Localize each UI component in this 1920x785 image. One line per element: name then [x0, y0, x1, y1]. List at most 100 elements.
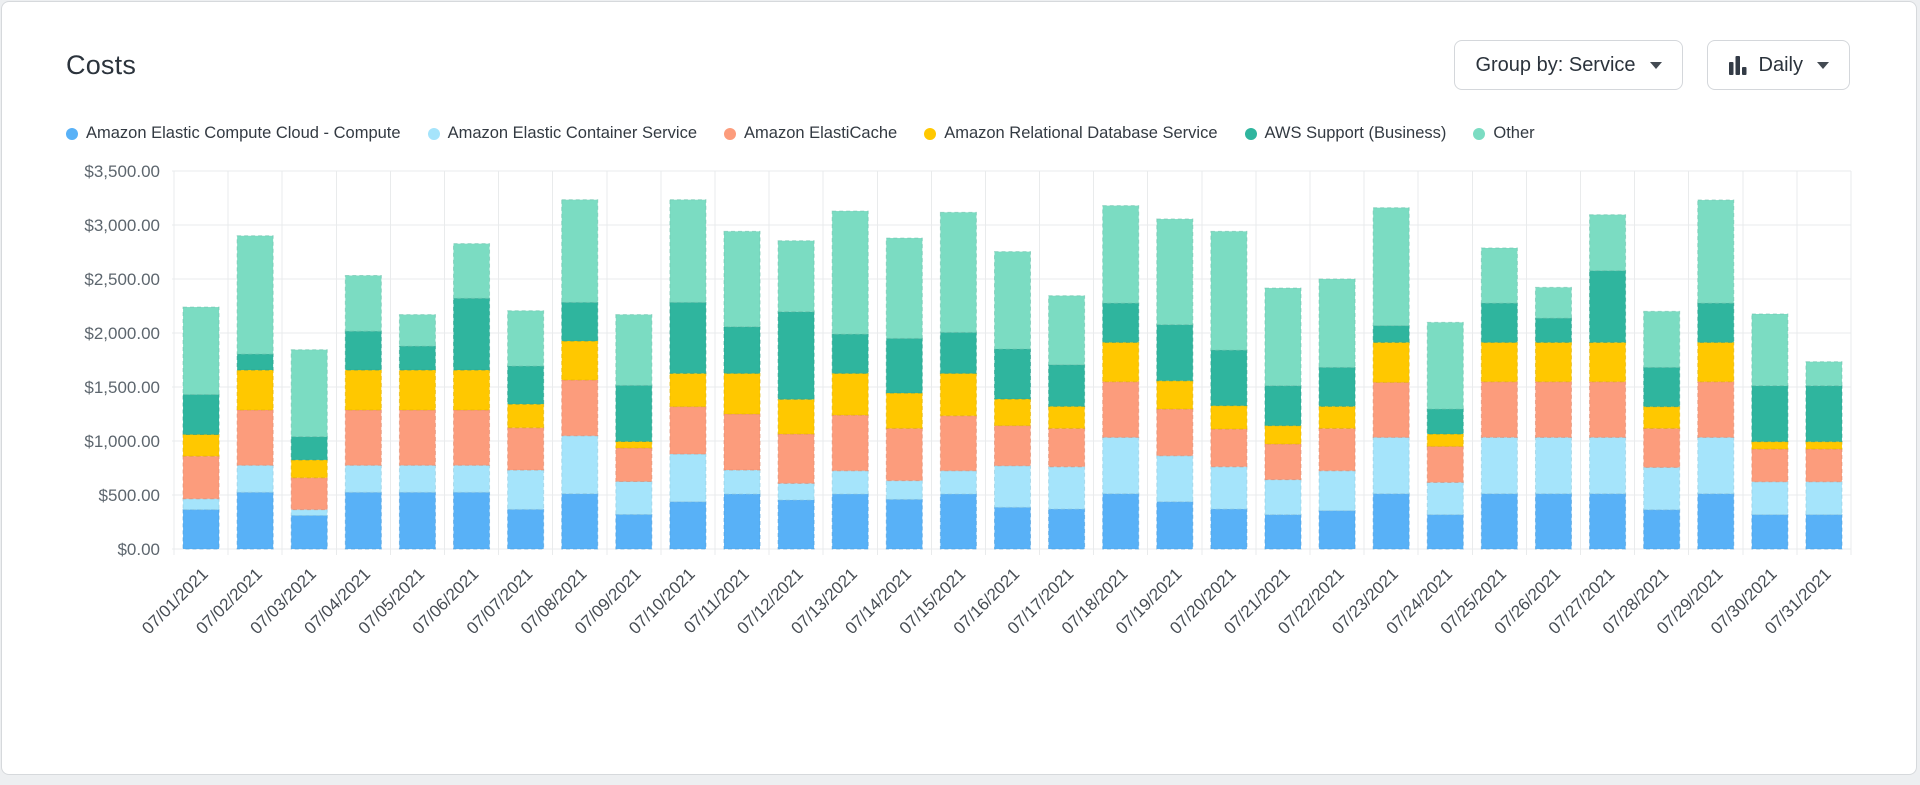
bar-segment[interactable] — [1048, 508, 1086, 550]
bar-segment[interactable] — [669, 301, 707, 374]
bar-segment[interactable] — [507, 403, 545, 429]
bar-segment[interactable] — [994, 398, 1031, 427]
bar-segment[interactable] — [1751, 448, 1789, 483]
bar-segment[interactable] — [561, 379, 599, 437]
bar-segment[interactable] — [723, 413, 761, 471]
bar-segment[interactable] — [398, 491, 436, 550]
bar-segment[interactable] — [1697, 493, 1735, 550]
bar-segment[interactable] — [1805, 481, 1843, 516]
bar-segment[interactable] — [831, 414, 869, 472]
bar-segment[interactable] — [1372, 493, 1410, 550]
bar-segment[interactable] — [615, 441, 653, 449]
bar-segment[interactable] — [182, 394, 220, 436]
bar-segment[interactable] — [344, 464, 382, 493]
bar-segment[interactable] — [1643, 310, 1681, 368]
bar-segment[interactable] — [1372, 381, 1410, 438]
bar-segment[interactable] — [1318, 405, 1356, 429]
bar-segment[interactable] — [290, 436, 328, 461]
bar-segment[interactable] — [1426, 433, 1464, 447]
bar-segment[interactable] — [182, 509, 220, 550]
bar-segment[interactable] — [777, 433, 815, 484]
bar-segment[interactable] — [561, 301, 599, 342]
legend-item[interactable]: Amazon Relational Database Service — [924, 124, 1218, 143]
bar-segment[interactable] — [994, 348, 1031, 400]
bar-segment[interactable] — [1805, 448, 1843, 483]
bar-segment[interactable] — [1805, 514, 1843, 550]
bar-segment[interactable] — [777, 240, 815, 313]
bar-segment[interactable] — [1534, 317, 1572, 343]
bar-segment[interactable] — [777, 398, 815, 435]
bar-segment[interactable] — [1751, 441, 1789, 450]
bar-segment[interactable] — [1210, 349, 1248, 407]
bar-segment[interactable] — [1264, 479, 1302, 516]
bar-segment[interactable] — [615, 384, 653, 443]
bar-segment[interactable] — [723, 326, 761, 374]
bar-segment[interactable] — [398, 464, 436, 493]
bar-segment[interactable] — [1372, 325, 1410, 343]
bar-segment[interactable] — [1805, 441, 1843, 450]
bar-segment[interactable] — [1156, 218, 1194, 326]
bar-segment[interactable] — [1264, 443, 1302, 481]
bar-segment[interactable] — [831, 470, 869, 495]
bar-segment[interactable] — [398, 314, 436, 347]
bar-segment[interactable] — [1318, 427, 1356, 472]
bar-segment[interactable] — [1643, 366, 1681, 408]
bar-segment[interactable] — [939, 493, 977, 550]
bar-segment[interactable] — [1751, 385, 1789, 443]
bar-segment[interactable] — [1480, 302, 1518, 343]
bar-segment[interactable] — [1480, 493, 1518, 550]
bar-segment[interactable] — [236, 491, 274, 550]
bar-segment[interactable] — [1102, 341, 1140, 383]
bar-segment[interactable] — [994, 425, 1031, 467]
bar-segment[interactable] — [615, 481, 653, 515]
legend-item[interactable]: Amazon ElastiCache — [724, 124, 897, 143]
bar-segment[interactable] — [1156, 501, 1194, 550]
bar-segment[interactable] — [344, 491, 382, 550]
bar-segment[interactable] — [1751, 481, 1789, 516]
bar-segment[interactable] — [831, 210, 869, 335]
bar-segment[interactable] — [1210, 466, 1248, 510]
bar-segment[interactable] — [453, 491, 491, 550]
bar-segment[interactable] — [290, 459, 328, 479]
bar-segment[interactable] — [615, 314, 653, 386]
bar-segment[interactable] — [1156, 380, 1194, 410]
bar-segment[interactable] — [1102, 205, 1140, 304]
bar-segment[interactable] — [236, 353, 274, 371]
bar-segment[interactable] — [1048, 466, 1086, 510]
bar-segment[interactable] — [1643, 466, 1681, 511]
legend-item[interactable]: Amazon Elastic Compute Cloud - Compute — [66, 124, 401, 143]
bar-segment[interactable] — [1102, 436, 1140, 495]
bar-segment[interactable] — [507, 469, 545, 510]
bar-segment[interactable] — [1210, 508, 1248, 550]
bar-segment[interactable] — [885, 427, 923, 482]
bar-segment[interactable] — [939, 415, 977, 472]
bar-segment[interactable] — [1372, 341, 1410, 383]
bar-segment[interactable] — [1426, 445, 1464, 483]
bar-segment[interactable] — [507, 365, 545, 405]
bar-segment[interactable] — [615, 447, 653, 482]
bar-segment[interactable] — [885, 237, 923, 339]
bar-segment[interactable] — [1480, 381, 1518, 438]
bar-segment[interactable] — [398, 369, 436, 411]
bar-segment[interactable] — [1697, 436, 1735, 495]
bar-segment[interactable] — [453, 409, 491, 466]
bar-segment[interactable] — [1589, 493, 1627, 550]
bar-segment[interactable] — [1589, 436, 1627, 495]
bar-segment[interactable] — [507, 508, 545, 550]
bar-segment[interactable] — [1210, 428, 1248, 468]
bar-segment[interactable] — [1589, 341, 1627, 383]
bar-segment[interactable] — [777, 311, 815, 400]
bar-segment[interactable] — [669, 372, 707, 408]
group-by-dropdown[interactable]: Group by: Service — [1454, 40, 1683, 90]
bar-segment[interactable] — [1318, 470, 1356, 512]
bar-segment[interactable] — [236, 235, 274, 355]
bar-segment[interactable] — [885, 337, 923, 394]
bar-segment[interactable] — [1751, 514, 1789, 550]
bar-segment[interactable] — [507, 427, 545, 471]
bar-segment[interactable] — [1102, 493, 1140, 550]
bar-segment[interactable] — [1589, 214, 1627, 272]
bar-segment[interactable] — [507, 310, 545, 367]
bar-segment[interactable] — [182, 306, 220, 396]
bar-segment[interactable] — [1156, 408, 1194, 457]
bar-segment[interactable] — [669, 199, 707, 303]
